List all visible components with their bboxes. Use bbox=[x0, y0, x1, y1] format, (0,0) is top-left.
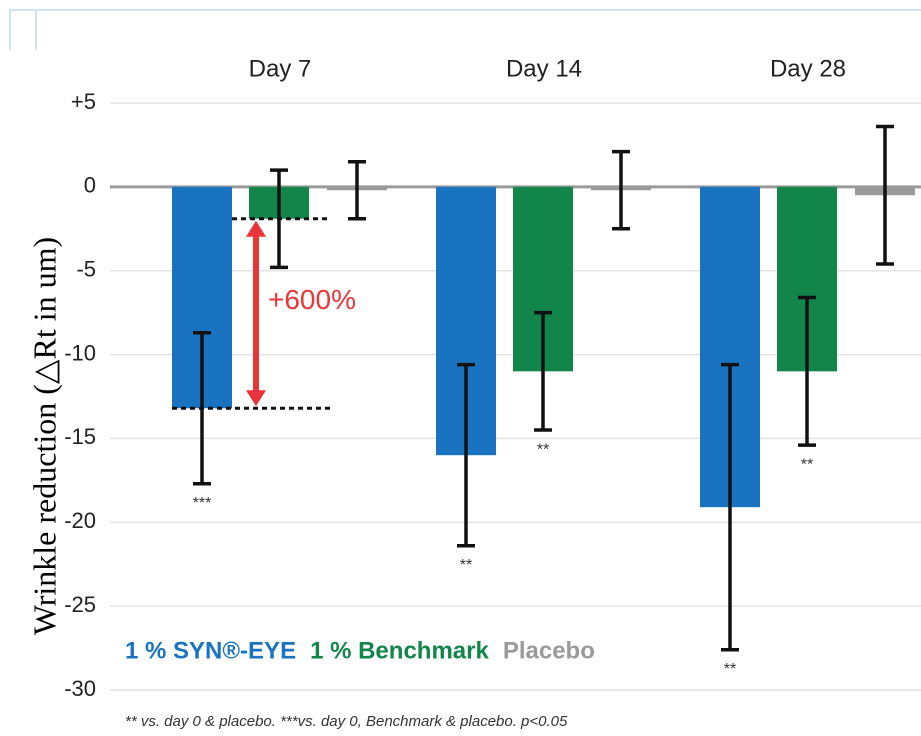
significance-label: ** bbox=[537, 441, 549, 458]
annotation: +600% bbox=[268, 284, 356, 315]
legend-entry: Placebo bbox=[503, 637, 595, 664]
significance-label: ** bbox=[460, 557, 472, 574]
y-tick-label: -25 bbox=[64, 592, 96, 617]
y-tick-label: -30 bbox=[64, 676, 96, 701]
legend-entry: 1 % SYN®-EYE bbox=[125, 637, 296, 664]
frame bbox=[9, 9, 921, 50]
y-tick-label: 0 bbox=[84, 173, 96, 198]
category-label: Day 28 bbox=[770, 55, 846, 82]
y-tick-label: -10 bbox=[64, 340, 96, 365]
arrow-head bbox=[246, 390, 266, 407]
significance-label: ** bbox=[801, 456, 813, 473]
y-tick-label: +5 bbox=[71, 89, 96, 114]
y-tick-label: -5 bbox=[76, 257, 96, 282]
y-axis-label: Wrinkle reduction (△Rt in um) bbox=[26, 237, 62, 635]
category-label: Day 7 bbox=[249, 55, 312, 82]
footnote: ** vs. day 0 & placebo. ***vs. day 0, Be… bbox=[125, 713, 568, 730]
category-label: Day 14 bbox=[506, 55, 582, 82]
arrow-head bbox=[246, 220, 266, 237]
significance-label: ** bbox=[724, 661, 736, 678]
y-tick-label: -15 bbox=[64, 424, 96, 449]
y-tick-label: -20 bbox=[64, 508, 96, 533]
legend-entry: 1 % Benchmark bbox=[310, 637, 489, 664]
significance-label: *** bbox=[193, 495, 212, 512]
